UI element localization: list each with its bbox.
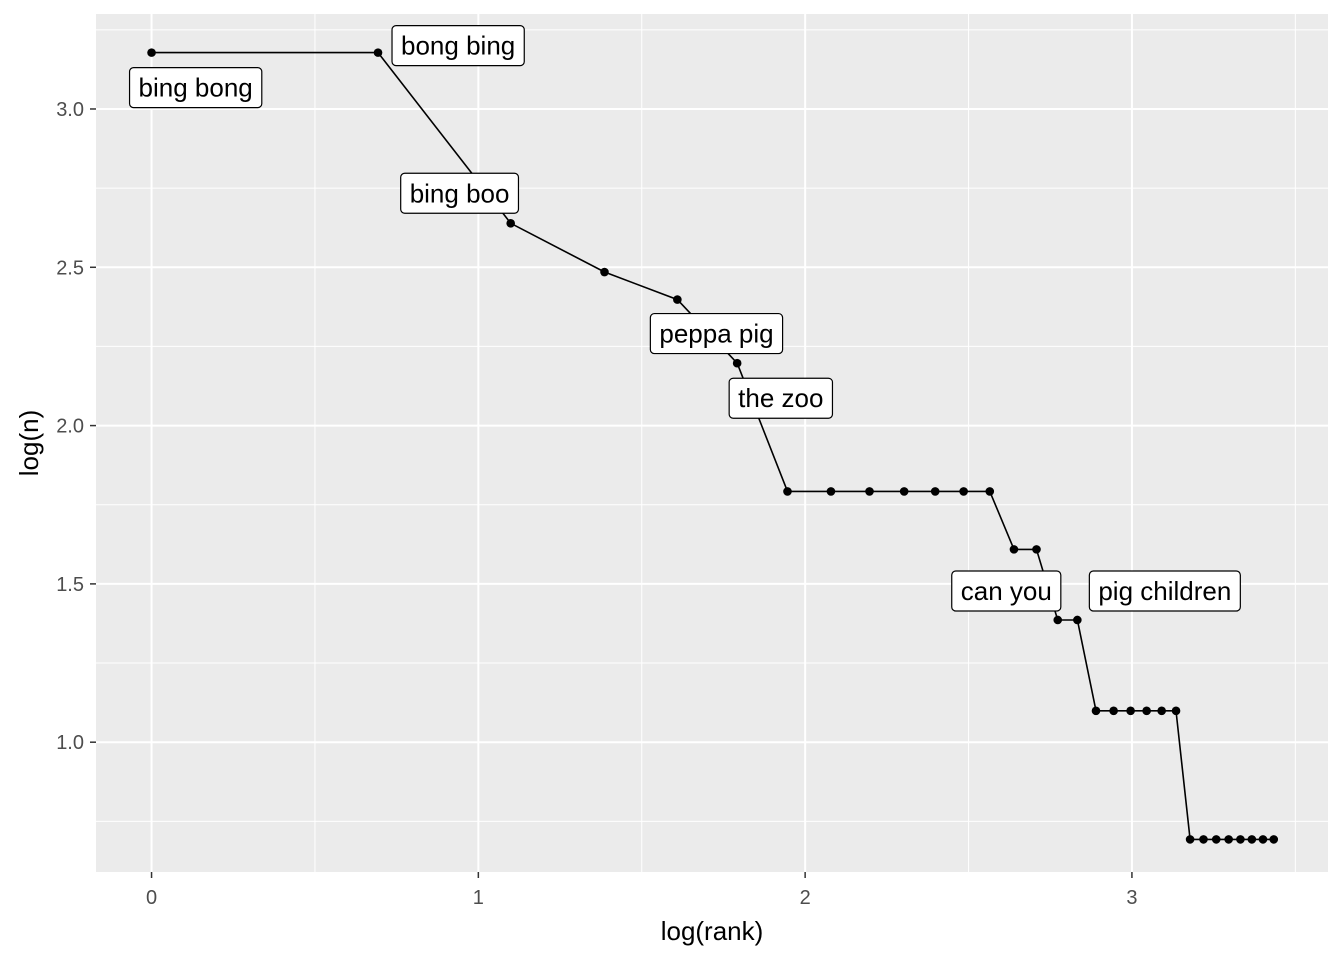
point-label: bong bing [391, 25, 525, 67]
point-label-box [951, 570, 1062, 612]
plot-panel [96, 14, 1328, 872]
y-tick-label: 1.5 [56, 574, 84, 596]
x-axis: 0 1 2 3 [146, 872, 1137, 909]
data-point [1091, 706, 1101, 716]
data-point [1269, 835, 1279, 844]
point-label-text: bing bong [139, 73, 253, 103]
x-tick-label: 2 [800, 887, 811, 909]
data-point [673, 295, 682, 304]
point-label-text: the zoo [738, 383, 823, 413]
point-label: the zoo [728, 377, 834, 419]
data-point [959, 487, 968, 496]
y-axis: 1.0 1.5 2.0 2.5 3.0 [56, 99, 96, 754]
grid-minor [96, 14, 1328, 872]
data-point [930, 487, 940, 496]
point-label-box [400, 172, 520, 214]
data-point [600, 267, 609, 277]
point-labels: bing bong bong bing bing boo peppa pig the z… [128, 25, 1241, 612]
data-point [1224, 835, 1233, 844]
data-point [1199, 835, 1208, 844]
data-point [1157, 706, 1166, 716]
y-tick-label: 1.0 [56, 732, 84, 754]
data-point [1211, 835, 1221, 844]
point-label-text: bong bing [401, 31, 515, 61]
y-axis-title: log(n) [14, 410, 44, 476]
data-point [865, 487, 874, 496]
data-point [899, 487, 909, 496]
data-point [826, 487, 836, 496]
data-point [1032, 545, 1041, 554]
point-label-box [728, 377, 834, 419]
x-tick-label: 1 [473, 887, 484, 909]
data-point [1073, 615, 1082, 625]
data-point [1053, 615, 1063, 625]
y-tick-label: 2.0 [56, 416, 84, 438]
data-point [373, 48, 383, 57]
point-label-box [649, 312, 784, 355]
point-label: bing boo [400, 172, 520, 214]
data-point [985, 487, 995, 496]
point-label: peppa pig [649, 312, 784, 355]
data-point [1126, 706, 1135, 716]
data-point [1185, 835, 1195, 844]
point-label-box [391, 25, 525, 67]
point-label: can you [951, 570, 1062, 612]
point-label-box [128, 67, 263, 109]
y-tick-label: 2.5 [56, 257, 84, 279]
grid-major [96, 14, 1328, 872]
point-label-text: can you [961, 576, 1052, 606]
x-tick-label: 0 [146, 887, 157, 909]
point-label: pig children [1088, 570, 1241, 612]
x-axis-title: log(rank) [661, 916, 764, 946]
data-point [783, 487, 792, 496]
data-point [1258, 835, 1268, 844]
point-label-box [1088, 570, 1241, 612]
point-label-text: peppa pig [659, 319, 773, 349]
x-tick-label: 3 [1126, 887, 1137, 909]
data-point [147, 48, 156, 57]
point-label-text: pig children [1098, 576, 1231, 606]
data-point [1247, 835, 1257, 844]
data-point [1109, 706, 1118, 716]
data-point [1142, 706, 1151, 716]
y-tick-label: 3.0 [56, 99, 84, 121]
data-point [1236, 835, 1245, 844]
data-point [506, 218, 515, 228]
point-label: bing bong [128, 67, 263, 109]
data-point [1009, 545, 1019, 554]
data-point [732, 358, 742, 368]
data-point [1171, 706, 1181, 716]
point-label-text: bing boo [410, 178, 510, 208]
series-line-group [147, 48, 1279, 844]
